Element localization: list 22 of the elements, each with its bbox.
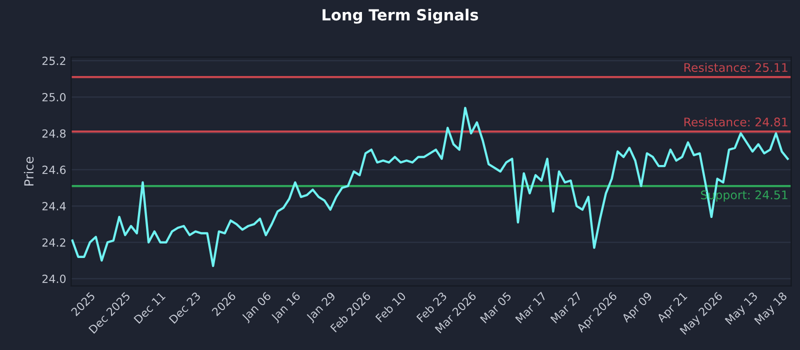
ref-line-label: Resistance: 25.11 xyxy=(684,62,788,72)
x-tick-label: Mar 27 xyxy=(550,292,582,324)
x-tick-label: Jan 29 xyxy=(305,292,338,324)
y-tick-label: 25.0 xyxy=(42,92,66,102)
ref-line-label: Resistance: 24.81 xyxy=(684,117,788,126)
y-tick-label: 24.2 xyxy=(42,238,66,247)
x-tick-label: Apr 09 xyxy=(621,292,654,324)
y-tick-label: 24.8 xyxy=(42,129,66,138)
x-tick-label: Dec 11 xyxy=(134,292,166,324)
y-tick-label: 24.6 xyxy=(42,166,66,174)
y-tick-label: 25.2 xyxy=(42,56,66,66)
x-tick-label: Jan 06 xyxy=(240,291,273,324)
y-tick-label: 24.0 xyxy=(42,274,66,284)
y-axis-title: Price xyxy=(24,156,34,186)
chart-title: Long Term Signals xyxy=(322,8,478,24)
x-tick-label: Jan 16 xyxy=(270,291,302,324)
y-tick-label: 24.4 xyxy=(42,202,66,210)
x-tick-label: Dec 23 xyxy=(168,292,201,324)
x-tick-label: Feb 10 xyxy=(375,291,406,323)
x-tick-label: Mar 05 xyxy=(480,292,512,324)
x-tick-label: Mar 17 xyxy=(515,292,547,324)
line-series xyxy=(71,106,789,268)
